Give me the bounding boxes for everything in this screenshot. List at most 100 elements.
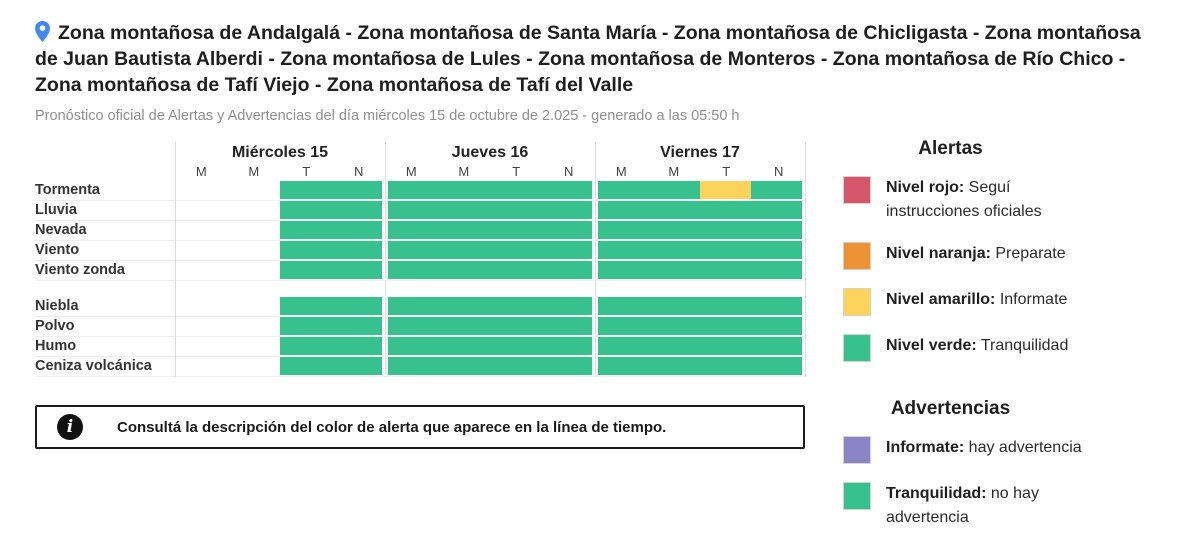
- timeline-cell-green[interactable]: [439, 181, 490, 199]
- timeline-cell-green[interactable]: [280, 337, 331, 355]
- timeline-cell-green[interactable]: [598, 181, 649, 199]
- timeline-cell-green[interactable]: [541, 317, 592, 335]
- timeline-cell-green[interactable]: [598, 201, 649, 219]
- timeline-cell-green[interactable]: [490, 317, 541, 335]
- timeline-cell-green[interactable]: [490, 337, 541, 355]
- timeline-cell-green[interactable]: [490, 181, 541, 199]
- timeline-cell-green[interactable]: [541, 357, 592, 375]
- timeline-cell-green[interactable]: [388, 181, 439, 199]
- timeline-cell-green[interactable]: [700, 201, 751, 219]
- timeline-cell-green[interactable]: [388, 337, 439, 355]
- timeline-cell-green[interactable]: [700, 317, 751, 335]
- timeline-cell-green[interactable]: [541, 241, 592, 259]
- timeline-cell-green[interactable]: [751, 357, 802, 375]
- timeline-cell-green[interactable]: [751, 201, 802, 219]
- timeline-cell-green[interactable]: [388, 317, 439, 335]
- timeline-cell-green[interactable]: [751, 297, 802, 315]
- timeline-cell-green[interactable]: [751, 221, 802, 239]
- timeline-cell-green[interactable]: [439, 221, 490, 239]
- timeline-cell-green[interactable]: [490, 261, 541, 279]
- timeline-cell-green[interactable]: [331, 201, 382, 219]
- timeline-cell-green[interactable]: [388, 201, 439, 219]
- timeline-cell-green[interactable]: [331, 317, 382, 335]
- timeline-cell-green[interactable]: [490, 241, 541, 259]
- timeline-cell-green[interactable]: [649, 297, 700, 315]
- timeline-cell-green[interactable]: [649, 317, 700, 335]
- period-label: N: [564, 164, 574, 179]
- warnings-legend-title: Advertencias: [890, 398, 1011, 419]
- timeline-cell-green[interactable]: [598, 337, 649, 355]
- day-cells: [595, 201, 805, 221]
- timeline-cell-green[interactable]: [598, 261, 649, 279]
- timeline-cell-green[interactable]: [649, 241, 700, 259]
- timeline-cell-green[interactable]: [751, 337, 802, 355]
- timeline-cell-green[interactable]: [649, 261, 700, 279]
- timeline-cell-green[interactable]: [439, 201, 490, 219]
- timeline-cell-green[interactable]: [490, 297, 541, 315]
- timeline-cell-green[interactable]: [649, 181, 700, 199]
- timeline-cell-green[interactable]: [388, 261, 439, 279]
- legend-item-text: Nivel rojo: Seguí instrucciones oficiale…: [886, 179, 1042, 220]
- timeline-cell-green[interactable]: [439, 337, 490, 355]
- timeline-cell-green[interactable]: [280, 241, 331, 259]
- timeline-cell-green[interactable]: [388, 221, 439, 239]
- timeline-cell-green[interactable]: [598, 221, 649, 239]
- timeline-cell-green[interactable]: [439, 261, 490, 279]
- timeline-cell-green[interactable]: [280, 357, 331, 375]
- row-label: Niebla: [35, 297, 175, 317]
- timeline-cell-green[interactable]: [598, 357, 649, 375]
- timeline-cell-green[interactable]: [700, 241, 751, 259]
- timeline-cell-green[interactable]: [751, 181, 802, 199]
- timeline-cell-green[interactable]: [700, 261, 751, 279]
- timeline-cell-green[interactable]: [439, 357, 490, 375]
- timeline-cell-green[interactable]: [331, 241, 382, 259]
- timeline-cell-green[interactable]: [388, 297, 439, 315]
- timeline-cell-green[interactable]: [598, 317, 649, 335]
- timeline-cell-green[interactable]: [331, 357, 382, 375]
- timeline-cell-green[interactable]: [439, 297, 490, 315]
- timeline-cell-green[interactable]: [649, 357, 700, 375]
- timeline-cell-green[interactable]: [280, 317, 331, 335]
- timeline-cell-green[interactable]: [490, 201, 541, 219]
- timeline-cell-green[interactable]: [751, 241, 802, 259]
- timeline-cell-green[interactable]: [490, 221, 541, 239]
- timeline-cell-green[interactable]: [649, 201, 700, 219]
- timeline-cell-green[interactable]: [541, 221, 592, 239]
- timeline-cell-green[interactable]: [280, 201, 331, 219]
- timeline-cell-yellow[interactable]: [700, 181, 751, 199]
- timeline-cell-green[interactable]: [598, 297, 649, 315]
- timeline-cell-green[interactable]: [388, 357, 439, 375]
- timeline-cell-green[interactable]: [751, 261, 802, 279]
- timeline-cell-green[interactable]: [439, 241, 490, 259]
- timeline-cell-green[interactable]: [331, 297, 382, 315]
- timeline-cell-green[interactable]: [331, 261, 382, 279]
- timeline-cell-green[interactable]: [280, 297, 331, 315]
- timeline-cell-green[interactable]: [331, 337, 382, 355]
- timeline-cell-green[interactable]: [280, 181, 331, 199]
- day-cells: [385, 317, 595, 337]
- timeline-cell-green[interactable]: [490, 357, 541, 375]
- timeline-cell-green[interactable]: [700, 357, 751, 375]
- timeline-cell-green[interactable]: [649, 337, 700, 355]
- day-header: Miércoles 15 M M T N: [175, 142, 385, 181]
- timeline-cell-green[interactable]: [541, 181, 592, 199]
- timeline-cell-green[interactable]: [280, 261, 331, 279]
- period-label: M: [668, 164, 680, 179]
- timeline-cell-green[interactable]: [649, 221, 700, 239]
- timeline-cell-green[interactable]: [700, 337, 751, 355]
- timeline-cell-green[interactable]: [700, 221, 751, 239]
- timeline-cell-green[interactable]: [751, 317, 802, 335]
- timeline-cell-green[interactable]: [541, 337, 592, 355]
- timeline-cell-green[interactable]: [331, 181, 382, 199]
- timeline-cell-green[interactable]: [598, 241, 649, 259]
- day-cells: [385, 357, 595, 377]
- timeline-cell-green[interactable]: [541, 201, 592, 219]
- timeline-cell-green[interactable]: [331, 221, 382, 239]
- timeline-cell-green[interactable]: [700, 297, 751, 315]
- day-cells: [175, 201, 385, 221]
- timeline-cell-green[interactable]: [541, 261, 592, 279]
- timeline-cell-green[interactable]: [280, 221, 331, 239]
- timeline-cell-green[interactable]: [439, 317, 490, 335]
- timeline-cell-green[interactable]: [388, 241, 439, 259]
- timeline-cell-green[interactable]: [541, 297, 592, 315]
